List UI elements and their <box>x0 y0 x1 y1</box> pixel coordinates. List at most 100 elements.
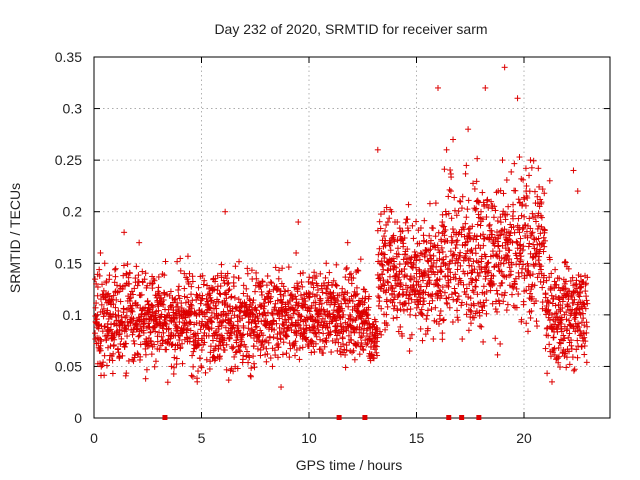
data-point <box>103 362 110 369</box>
data-point <box>142 345 149 352</box>
x-tick-label: 20 <box>516 430 532 446</box>
data-point <box>125 274 132 281</box>
data-point <box>186 318 193 325</box>
data-point <box>142 304 149 311</box>
data-point <box>116 331 123 338</box>
data-point <box>187 327 194 334</box>
data-point <box>295 219 302 226</box>
data-point <box>222 208 229 215</box>
data-point <box>177 344 184 351</box>
data-point <box>118 313 125 320</box>
data-point <box>149 309 156 316</box>
data-point <box>111 332 118 339</box>
data-point <box>161 317 168 324</box>
data-point <box>126 298 133 305</box>
zero-value-marker <box>336 415 342 420</box>
data-point <box>443 146 450 153</box>
data-point <box>484 260 491 267</box>
data-point <box>529 229 536 236</box>
y-tick-label: 0.3 <box>63 101 83 117</box>
data-point <box>134 350 141 357</box>
data-point <box>109 370 116 377</box>
data-point <box>499 157 506 164</box>
data-point <box>130 337 137 344</box>
x-axis-label: GPS time / hours <box>296 457 403 473</box>
data-point <box>176 319 183 326</box>
data-point <box>189 273 196 280</box>
data-point <box>121 229 128 236</box>
zero-value-marker <box>459 415 465 420</box>
data-point <box>179 340 186 347</box>
data-point <box>110 301 117 308</box>
data-point <box>158 311 165 318</box>
data-point <box>514 95 521 102</box>
data-point <box>130 315 137 322</box>
data-point <box>127 294 134 301</box>
data-point <box>151 341 158 348</box>
data-point <box>167 288 174 295</box>
data-point <box>137 341 144 348</box>
data-point <box>119 320 126 327</box>
data-point <box>148 340 155 347</box>
data-point <box>115 331 122 338</box>
y-axis-label: SRMTID / TECUs <box>7 183 23 293</box>
data-point <box>92 330 99 337</box>
data-point <box>174 324 181 331</box>
data-point <box>143 315 150 322</box>
data-point <box>190 363 197 370</box>
data-point <box>162 258 169 265</box>
data-point <box>171 296 178 303</box>
data-point <box>501 64 508 71</box>
data-point <box>178 330 185 337</box>
data-point <box>148 351 155 358</box>
data-point <box>136 239 143 246</box>
data-point <box>101 260 108 267</box>
data-point <box>450 136 457 143</box>
data-point <box>137 323 144 330</box>
data-point <box>147 329 154 336</box>
axis-ticks: 0 5 10 15 20 0 0.05 0.1 0.15 0.2 0.25 0.3 0.35 <box>55 49 610 446</box>
x-tick-label: 15 <box>409 430 425 446</box>
data-point <box>181 293 188 300</box>
data-point <box>128 288 135 295</box>
data-point <box>104 307 111 314</box>
data-point <box>100 359 107 366</box>
data-point <box>111 266 118 273</box>
data-point <box>110 350 117 357</box>
data-point <box>187 319 194 326</box>
data-point <box>98 338 105 345</box>
data-point <box>118 319 125 326</box>
data-point <box>151 277 158 284</box>
data-point <box>95 340 102 347</box>
data-point <box>188 291 195 298</box>
y-tick-label: 0.2 <box>63 204 83 220</box>
data-point <box>161 272 168 279</box>
data-point <box>140 329 147 336</box>
data-point <box>119 352 126 359</box>
data-point <box>158 301 165 308</box>
data-point <box>158 333 165 340</box>
data-point <box>115 312 122 319</box>
data-point <box>152 328 159 335</box>
data-point <box>344 239 351 246</box>
data-point <box>109 357 116 364</box>
data-point <box>131 285 138 292</box>
data-point <box>156 346 163 353</box>
data-point <box>101 352 108 359</box>
data-point <box>145 320 152 327</box>
data-point <box>106 272 113 279</box>
data-point <box>111 279 118 286</box>
data-point <box>93 280 100 287</box>
data-point <box>149 285 156 292</box>
data-point <box>176 336 183 343</box>
data-point <box>188 283 195 290</box>
data-point <box>129 308 136 315</box>
data-point <box>130 358 137 365</box>
zero-value-marker <box>476 415 482 420</box>
data-point <box>122 325 129 332</box>
data-point <box>193 312 200 319</box>
y-tick-label: 0.05 <box>55 358 82 374</box>
data-point <box>172 296 179 303</box>
data-point <box>96 272 103 279</box>
data-point <box>123 340 130 347</box>
